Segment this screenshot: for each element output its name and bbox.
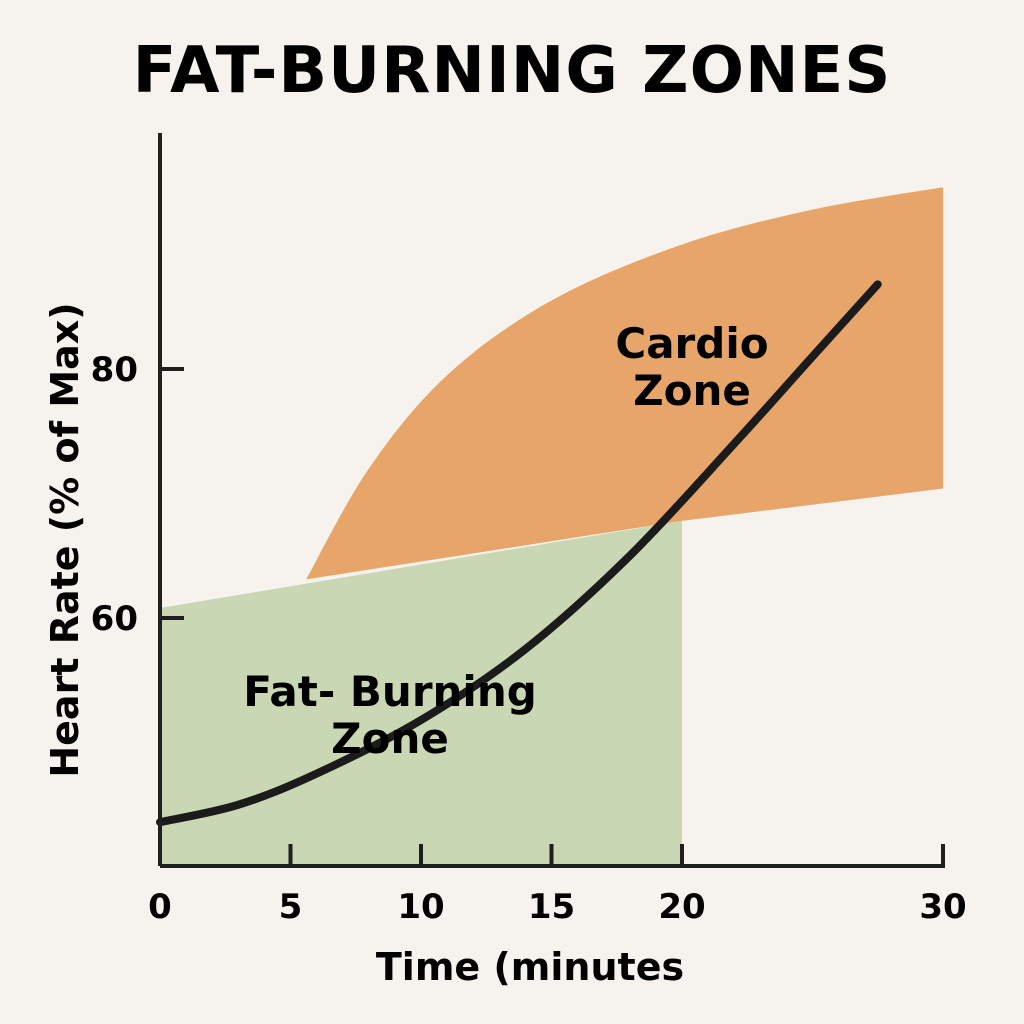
cardio-zone-label: Cardio Zone — [615, 319, 768, 415]
heart-rate-curve-0 — [156, 280, 882, 827]
y-tick-label-60: 60 — [91, 599, 138, 639]
x-tick-label-30: 30 — [919, 887, 966, 927]
x-tick-label-5: 5 — [279, 887, 303, 927]
y-axis-title: Heart Rate (% of Max) — [43, 302, 87, 777]
x-tick-label-15: 15 — [528, 887, 575, 927]
x-axis-title: Time (minutes — [376, 945, 684, 989]
cardio-zone-label-line-1: Zone — [633, 366, 751, 415]
x-tick-label-20: 20 — [658, 887, 705, 927]
cardio-zone-label-line-0: Cardio — [615, 319, 768, 368]
x-tick-label-0: 0 — [148, 887, 172, 927]
fat-burning-zone-label: Fat- Burning Zone — [243, 667, 537, 763]
fat-burning-zone-label-line-0: Fat- Burning — [243, 667, 537, 716]
fat-burning-zone-area — [160, 520, 682, 866]
chart-title: FAT-BURNING ZONES — [133, 34, 892, 108]
x-tick-label-10: 10 — [397, 887, 444, 927]
y-tick-label-80: 80 — [91, 350, 138, 390]
cardio-zone-area — [306, 187, 943, 580]
fat-burning-zone-label-line-1: Zone — [331, 714, 449, 763]
